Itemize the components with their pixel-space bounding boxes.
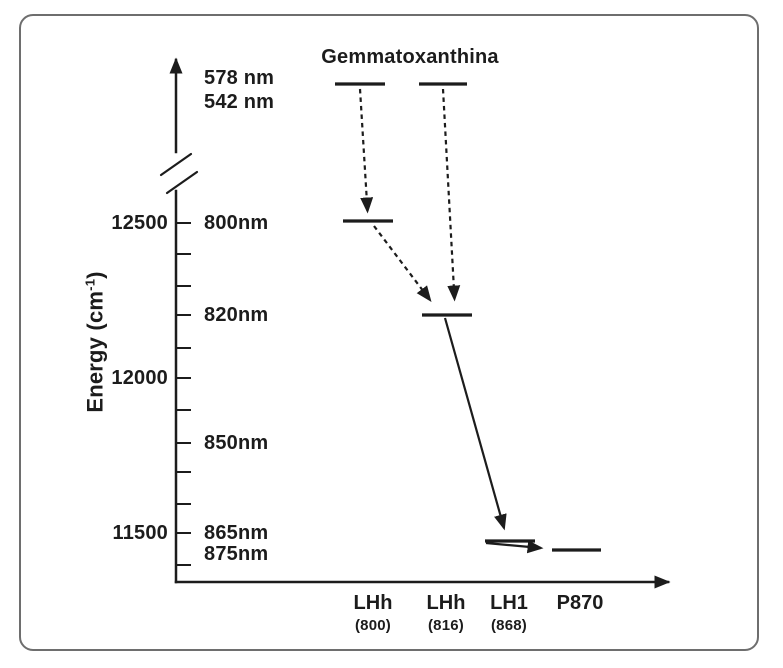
complex-label-lhh-800: LHh (800) — [354, 593, 393, 633]
tick-label-12000: 12000 — [111, 367, 168, 389]
tick-label-12500: 12500 — [111, 212, 168, 234]
figure-title: Gemmatoxanthina — [321, 46, 499, 68]
complex-label-lh1-868: LH1 (868) — [490, 593, 528, 633]
transfer-arrow-car-to-800 — [358, 88, 374, 214]
complex-name: P870 — [556, 592, 604, 614]
y-axis-label: Energy (cm-1) — [82, 271, 108, 413]
transfer-arrow-car-to-816 — [441, 88, 461, 302]
wavelength-label-578nm: 578 nm — [204, 67, 275, 89]
wavelength-label-875nm: 875nm — [204, 543, 269, 565]
figure-border — [19, 14, 759, 651]
wavelength-label-865nm: 865nm — [204, 522, 269, 544]
y-axis-label-superscript: -1 — [82, 278, 98, 291]
wavelength-label-850nm: 850nm — [204, 432, 269, 454]
transfer-arrow-lh1-to-p870 — [485, 540, 544, 554]
axis-break-icon — [159, 152, 199, 195]
complex-name: LH1 — [490, 592, 528, 614]
transfer-arrow-800-to-816 — [373, 225, 432, 302]
wavelength-label-542nm: 542 nm — [204, 91, 275, 113]
wavelength-label-800nm: 800nm — [204, 212, 269, 234]
complex-sub: (800) — [354, 617, 392, 634]
complex-label-lhh-816: LHh (816) — [427, 593, 466, 633]
tick-label-11500: 11500 — [112, 522, 168, 544]
complex-name: LHh — [353, 592, 393, 614]
complex-sub: (868) — [490, 617, 528, 634]
complex-sub: (816) — [427, 617, 465, 634]
wavelength-label-820nm: 820nm — [204, 304, 269, 326]
transfer-arrow-816-to-lh1 — [443, 317, 507, 531]
y-axis-ticks — [177, 222, 191, 566]
complex-name: LHh — [426, 592, 466, 614]
complex-label-p870: P870 — [557, 593, 604, 618]
